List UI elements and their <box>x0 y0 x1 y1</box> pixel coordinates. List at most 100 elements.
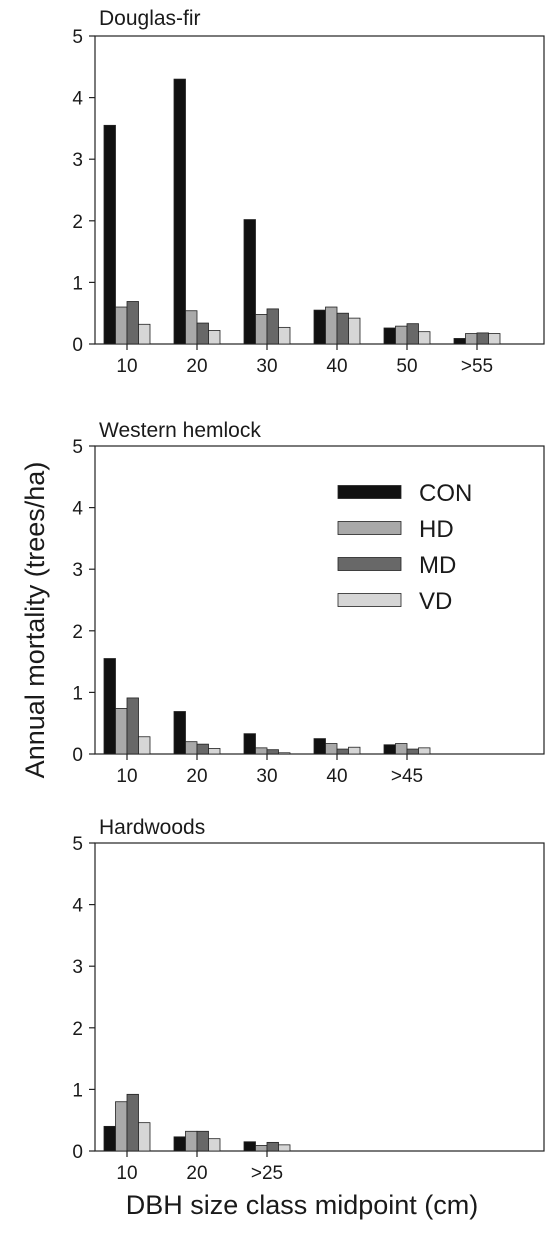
bar-md <box>336 312 349 345</box>
bar-con <box>313 309 326 345</box>
bar-md <box>126 301 139 345</box>
bar-con <box>453 338 466 345</box>
legend-label: CON <box>419 480 472 507</box>
y-tick-label: 4 <box>72 896 83 917</box>
bar-con <box>313 738 326 755</box>
legend-swatch-md <box>337 557 402 571</box>
x-tick-label: 20 <box>186 1163 207 1184</box>
x-tick-label: 10 <box>116 1163 137 1184</box>
bar-md <box>196 1130 209 1152</box>
y-tick-label: 0 <box>72 1142 83 1163</box>
bar-hd <box>185 310 198 345</box>
bar-con <box>173 1136 186 1152</box>
y-tick-label: 2 <box>72 622 83 643</box>
bar-con <box>103 1125 116 1152</box>
panel-title: Douglas-fir <box>99 7 201 30</box>
plot-frame <box>94 842 545 1152</box>
bar-con <box>243 219 256 345</box>
bar-md <box>196 322 209 345</box>
bar-hd <box>185 1130 198 1152</box>
bar-vd <box>418 331 431 345</box>
bar-vd <box>418 747 431 755</box>
bar-vd <box>348 317 361 345</box>
x-axis-title: DBH size class midpoint (cm) <box>126 1190 479 1220</box>
bar-con <box>173 711 186 755</box>
legend: CON HD MD VD <box>337 480 472 615</box>
y-tick-label: 3 <box>72 560 83 581</box>
x-tick-label: 40 <box>326 766 347 787</box>
y-tick-label: 0 <box>72 335 83 356</box>
panel-title: Hardwoods <box>99 816 205 839</box>
bar-con <box>383 327 396 345</box>
x-tick-label: 50 <box>396 356 417 377</box>
x-tick-label: >45 <box>391 766 423 787</box>
bar-vd <box>138 736 151 755</box>
bar-md <box>476 332 489 345</box>
x-tick-label: 40 <box>326 356 347 377</box>
x-tick-label: >55 <box>461 356 493 377</box>
bar-vd <box>348 746 361 755</box>
bar-md <box>266 308 279 345</box>
x-tick-label: 10 <box>116 356 137 377</box>
panel-title: Western hemlock <box>99 419 261 442</box>
panel-1: Western hemlock 0 1 2 3 4 5 10 20 30 40 >45 <box>72 419 545 787</box>
bar-vd <box>278 752 291 755</box>
y-tick-label: 3 <box>72 150 83 171</box>
y-tick-label: 1 <box>72 1080 83 1101</box>
legend-swatch-vd <box>337 593 402 607</box>
bar-hd <box>255 314 268 345</box>
bar-hd <box>115 1101 128 1152</box>
bar-vd <box>208 330 221 345</box>
bar-md <box>406 748 419 755</box>
x-tick-label: 30 <box>256 356 277 377</box>
panel-2: Hardwoods 0 1 2 3 4 5 10 20 >25 <box>72 816 545 1184</box>
y-tick-label: 2 <box>72 1019 83 1040</box>
bar-vd <box>488 333 501 345</box>
bar-con <box>243 1141 256 1152</box>
bar-con <box>173 78 186 345</box>
y-tick-label: 4 <box>72 89 83 110</box>
x-tick-label: 30 <box>256 766 277 787</box>
bar-con <box>103 658 116 755</box>
bar-md <box>126 1093 139 1152</box>
bar-md <box>126 697 139 755</box>
legend-swatch-hd <box>337 521 402 535</box>
bar-vd <box>208 1138 221 1152</box>
bar-vd <box>138 1122 151 1152</box>
y-tick-label: 1 <box>72 273 83 294</box>
bar-hd <box>325 306 338 345</box>
y-tick-label: 5 <box>72 27 83 48</box>
y-tick-label: 3 <box>72 957 83 978</box>
y-tick-label: 4 <box>72 499 83 520</box>
y-tick-label: 1 <box>72 683 83 704</box>
bar-md <box>336 748 349 755</box>
legend-swatch-con <box>337 485 402 499</box>
bar-vd <box>278 1144 291 1152</box>
bar-hd <box>395 325 408 345</box>
bar-hd <box>115 306 128 345</box>
bar-hd <box>325 743 338 755</box>
bar-hd <box>395 743 408 755</box>
y-tick-label: 5 <box>72 834 83 855</box>
x-tick-label: 20 <box>186 766 207 787</box>
panel-0: Douglas-fir 0 1 2 3 4 5 10 20 30 40 50 >55 <box>72 7 545 377</box>
bar-con <box>243 733 256 755</box>
bar-vd <box>278 326 291 345</box>
bar-con <box>383 744 396 755</box>
legend-label: HD <box>419 516 454 543</box>
plot-frame <box>94 35 545 345</box>
bar-con <box>103 124 116 345</box>
bar-md <box>196 743 209 755</box>
bar-hd <box>185 741 198 755</box>
bar-hd <box>255 747 268 755</box>
plot-frame <box>94 445 545 755</box>
bar-md <box>266 749 279 755</box>
x-tick-label: >25 <box>251 1163 283 1184</box>
y-tick-label: 0 <box>72 745 83 766</box>
legend-label: VD <box>419 588 452 615</box>
bar-md <box>406 323 419 345</box>
legend-label: MD <box>419 552 456 579</box>
x-tick-label: 10 <box>116 766 137 787</box>
